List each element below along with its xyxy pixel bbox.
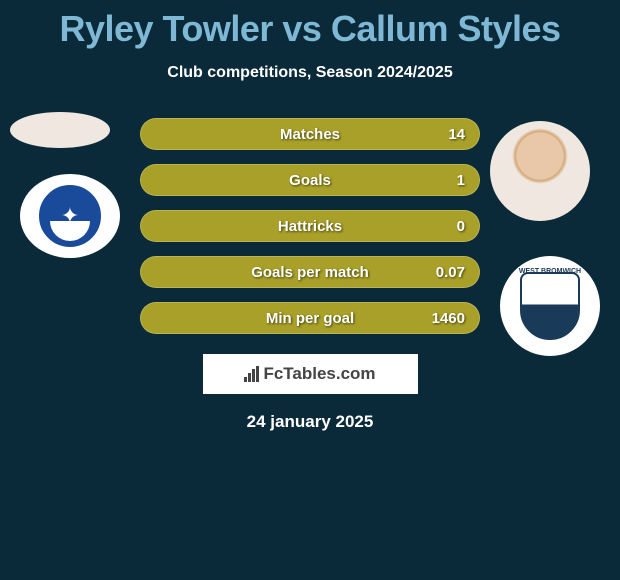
stat-label: Min per goal xyxy=(266,310,354,327)
stat-bar-min-per-goal: Min per goal 1460 xyxy=(140,302,480,334)
stat-value-right: 14 xyxy=(448,126,465,143)
crescent-icon xyxy=(50,221,90,241)
left-team-crest: ✦ xyxy=(20,174,120,258)
stat-value-right: 0.07 xyxy=(436,264,465,281)
crest-text: WEST BROMWICH xyxy=(500,268,600,275)
stat-value-right: 1460 xyxy=(432,310,465,327)
stat-bar-goals: Goals 1 xyxy=(140,164,480,196)
right-player-photo xyxy=(490,121,590,221)
stat-bars: Matches 14 Goals 1 Hattricks 0 Goals per… xyxy=(140,118,480,348)
stat-bar-goals-per-match: Goals per match 0.07 xyxy=(140,256,480,288)
stat-value-right: 0 xyxy=(457,218,465,235)
stat-bar-matches: Matches 14 xyxy=(140,118,480,150)
stat-label: Matches xyxy=(280,126,340,143)
stat-value-right: 1 xyxy=(457,172,465,189)
stat-bar-hattricks: Hattricks 0 xyxy=(140,210,480,242)
bar-chart-icon xyxy=(244,366,259,382)
comparison-subtitle: Club competitions, Season 2024/2025 xyxy=(0,64,620,82)
stat-label: Hattricks xyxy=(278,218,342,235)
west-brom-crest-icon xyxy=(520,272,580,340)
snapshot-date: 24 january 2025 xyxy=(0,412,620,432)
stats-area: ✦ WEST BROMWICH Matches 14 Goals 1 Hattr… xyxy=(0,112,620,342)
watermark: FcTables.com xyxy=(203,354,418,394)
comparison-title: Ryley Towler vs Callum Styles xyxy=(0,0,620,50)
right-team-crest: WEST BROMWICH xyxy=(500,256,600,356)
left-player-photo xyxy=(10,112,110,148)
portsmouth-crest-icon: ✦ xyxy=(35,181,105,251)
stat-label: Goals xyxy=(289,172,331,189)
stat-label: Goals per match xyxy=(251,264,369,281)
watermark-text: FcTables.com xyxy=(263,364,375,384)
